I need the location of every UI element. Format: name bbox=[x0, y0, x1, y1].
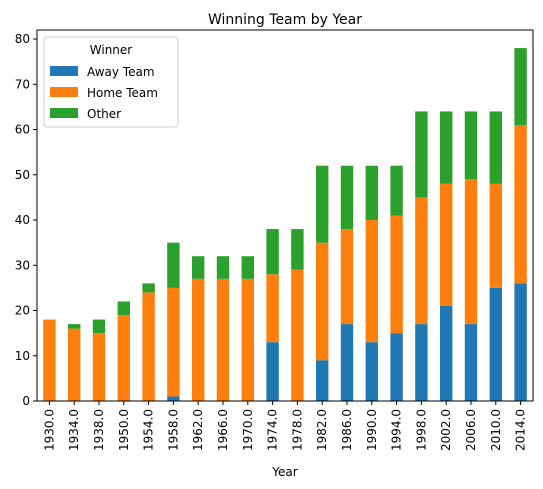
bar-other-2002.0 bbox=[440, 111, 453, 184]
bar-other-1982.0 bbox=[316, 165, 329, 243]
x-tick-label: 2010.0 bbox=[489, 409, 503, 451]
y-tick-label: 40 bbox=[15, 213, 30, 227]
bar-away-team-2010.0 bbox=[489, 287, 502, 401]
bar-home-team-2014.0 bbox=[514, 125, 527, 284]
bar-home-team-1966.0 bbox=[216, 278, 230, 401]
bar-home-team-2002.0 bbox=[440, 183, 453, 306]
legend-swatch-home-team bbox=[50, 87, 78, 97]
legend-label-home-team: Home Team bbox=[87, 86, 158, 100]
bar-other-2010.0 bbox=[489, 111, 502, 184]
x-tick-label: 1962.0 bbox=[191, 409, 205, 451]
legend-swatch-away-team bbox=[50, 66, 78, 76]
bar-home-team-1978.0 bbox=[291, 269, 304, 401]
bar-away-team-2002.0 bbox=[440, 305, 453, 401]
chart-title: Winning Team by Year bbox=[208, 12, 362, 28]
bar-away-team-1994.0 bbox=[390, 333, 403, 401]
bar-home-team-1958.0 bbox=[167, 287, 180, 397]
bar-other-2006.0 bbox=[464, 111, 478, 180]
x-tick-label: 1998.0 bbox=[414, 409, 428, 451]
bar-other-1954.0 bbox=[142, 283, 155, 293]
y-tick-label: 10 bbox=[15, 349, 30, 363]
x-tick-label: 1934.0 bbox=[67, 409, 81, 451]
bar-other-1998.0 bbox=[415, 111, 428, 198]
x-tick-label: 1930.0 bbox=[42, 409, 56, 451]
y-tick-label: 80 bbox=[15, 32, 30, 46]
bar-other-2014.0 bbox=[514, 48, 527, 126]
bar-home-team-1970.0 bbox=[241, 278, 254, 401]
bar-home-team-1938.0 bbox=[92, 333, 106, 401]
bar-home-team-2010.0 bbox=[489, 183, 502, 288]
y-tick-label: 0 bbox=[22, 394, 30, 408]
bar-other-1974.0 bbox=[266, 229, 279, 275]
bar-other-1978.0 bbox=[291, 229, 304, 270]
bar-other-1970.0 bbox=[241, 256, 254, 279]
bar-home-team-1930.0 bbox=[43, 319, 56, 401]
y-tick-label: 60 bbox=[15, 123, 30, 137]
x-tick-label: 1958.0 bbox=[166, 409, 180, 451]
bar-away-team-1958.0 bbox=[167, 396, 180, 401]
bar-other-1934.0 bbox=[68, 324, 81, 329]
bar-away-team-1986.0 bbox=[340, 324, 354, 401]
bar-away-team-1974.0 bbox=[266, 342, 279, 401]
x-tick-label: 1938.0 bbox=[92, 409, 106, 451]
bar-other-1950.0 bbox=[117, 301, 130, 316]
y-tick-label: 70 bbox=[15, 77, 30, 91]
bar-home-team-1934.0 bbox=[68, 328, 81, 401]
x-tick-label: 1990.0 bbox=[365, 409, 379, 451]
x-axis-label: Year bbox=[271, 465, 297, 479]
bar-home-team-1974.0 bbox=[266, 274, 279, 343]
bar-other-1962.0 bbox=[192, 256, 205, 279]
bar-home-team-1962.0 bbox=[192, 278, 205, 401]
y-tick-label: 20 bbox=[15, 304, 30, 318]
y-tick-label: 50 bbox=[15, 168, 30, 182]
bar-home-team-1986.0 bbox=[340, 229, 354, 325]
x-tick-label: 1966.0 bbox=[216, 409, 230, 451]
x-tick-label: 2002.0 bbox=[439, 409, 453, 451]
legend-box bbox=[43, 36, 179, 128]
bar-away-team-2014.0 bbox=[514, 283, 527, 401]
bar-home-team-1954.0 bbox=[142, 292, 155, 401]
x-tick-label: 2006.0 bbox=[464, 409, 478, 451]
bar-home-team-1994.0 bbox=[390, 215, 403, 334]
bar-away-team-1998.0 bbox=[415, 324, 428, 401]
bar-home-team-1950.0 bbox=[117, 315, 130, 401]
y-tick-label: 30 bbox=[15, 258, 30, 272]
bar-home-team-1998.0 bbox=[415, 197, 428, 325]
x-tick-label: 1970.0 bbox=[241, 409, 255, 451]
x-tick-label: 1986.0 bbox=[340, 409, 354, 451]
bar-home-team-1990.0 bbox=[365, 220, 378, 343]
legend-label-away-team: Away Team bbox=[87, 65, 155, 79]
x-tick-label: 1978.0 bbox=[290, 409, 304, 451]
bar-away-team-1982.0 bbox=[316, 360, 329, 401]
x-tick-label: 1982.0 bbox=[315, 409, 329, 451]
bar-other-1938.0 bbox=[92, 319, 106, 334]
plot-frame bbox=[36, 29, 534, 402]
x-tick-label: 1994.0 bbox=[390, 409, 404, 451]
bar-other-1966.0 bbox=[216, 256, 230, 279]
x-axis: 1930.0 1934.0 1938.0 1950.0 1954.0 1958.0 1962… bbox=[42, 401, 528, 451]
bar-other-1994.0 bbox=[390, 165, 403, 216]
x-tick-label: 1974.0 bbox=[266, 409, 280, 451]
y-axis: 0 10 20 30 40 50 60 70 80 bbox=[15, 32, 37, 408]
bar-home-team-2006.0 bbox=[464, 179, 478, 325]
x-tick-label: 1954.0 bbox=[142, 409, 156, 451]
bar-other-1990.0 bbox=[365, 165, 378, 221]
bar-away-team-1990.0 bbox=[365, 342, 378, 401]
bar-away-team-2006.0 bbox=[464, 324, 478, 401]
legend-swatch-other bbox=[50, 108, 78, 118]
bars-group bbox=[43, 48, 527, 401]
legend: Winner Away Team Home Team Other bbox=[43, 36, 179, 128]
x-tick-label: 2014.0 bbox=[514, 409, 528, 451]
legend-title: Winner bbox=[90, 43, 133, 57]
bar-other-1958.0 bbox=[167, 242, 180, 288]
x-tick-label: 1950.0 bbox=[117, 409, 131, 451]
legend-label-other: Other bbox=[87, 107, 121, 121]
bar-home-team-1982.0 bbox=[316, 242, 329, 361]
bar-other-1986.0 bbox=[340, 165, 354, 230]
